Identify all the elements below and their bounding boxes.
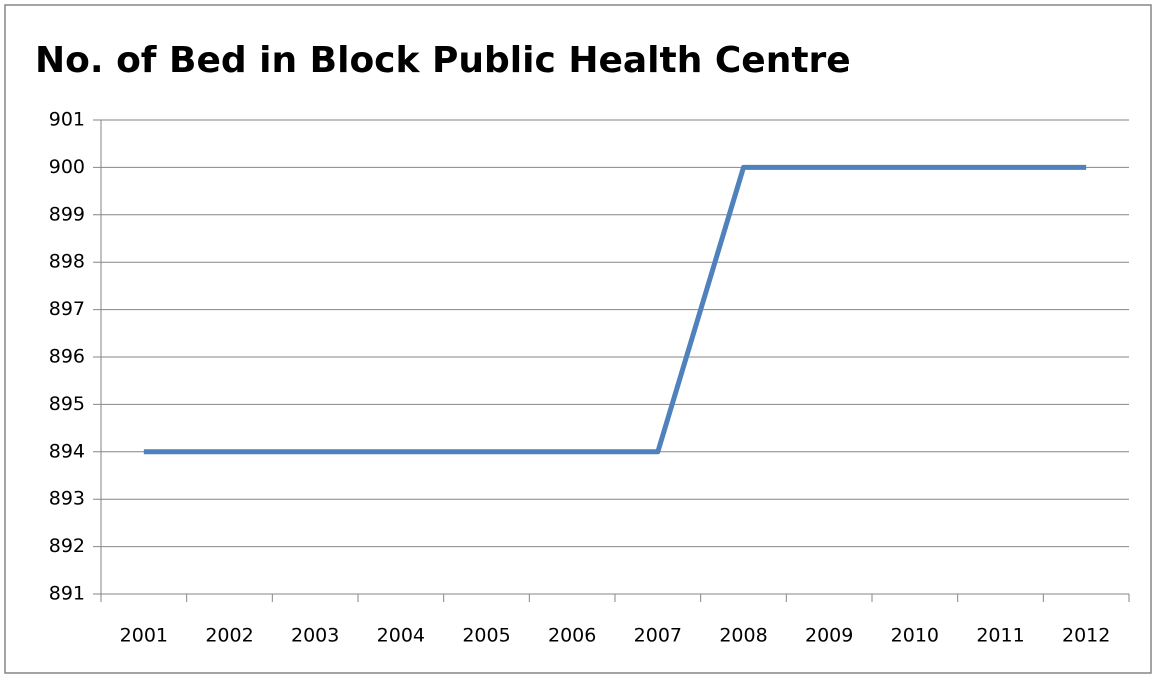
y-tick-label: 896 [49,346,85,368]
x-tick-label: 2007 [634,625,682,647]
x-tick-label: 2003 [291,625,339,647]
y-tick-label: 891 [49,583,85,605]
y-tick-label: 901 [49,109,85,131]
x-tick-label: 2011 [976,625,1024,647]
x-tick-label: 2010 [891,625,939,647]
x-tick-label: 2001 [120,625,168,647]
chart-title: No. of Bed in Block Public Health Centre [35,40,851,81]
x-tick-label: 2008 [719,625,767,647]
y-tick-label: 899 [49,203,85,225]
y-tick-label: 897 [49,298,85,320]
y-tick-label: 894 [49,440,85,462]
y-tick-label: 895 [49,393,85,415]
x-tick-label: 2005 [462,625,510,647]
y-tick-label: 892 [49,535,85,557]
x-tick-label: 2009 [805,625,853,647]
x-tick-label: 2002 [205,625,253,647]
x-tick-label: 2004 [377,625,425,647]
x-tick-label: 2006 [548,625,596,647]
y-tick-label: 900 [49,156,85,178]
x-tick-label: 2012 [1062,625,1110,647]
y-tick-label: 893 [49,488,85,510]
y-tick-label: 898 [49,251,85,273]
chart-border [4,4,1152,674]
line-series [143,164,1087,455]
